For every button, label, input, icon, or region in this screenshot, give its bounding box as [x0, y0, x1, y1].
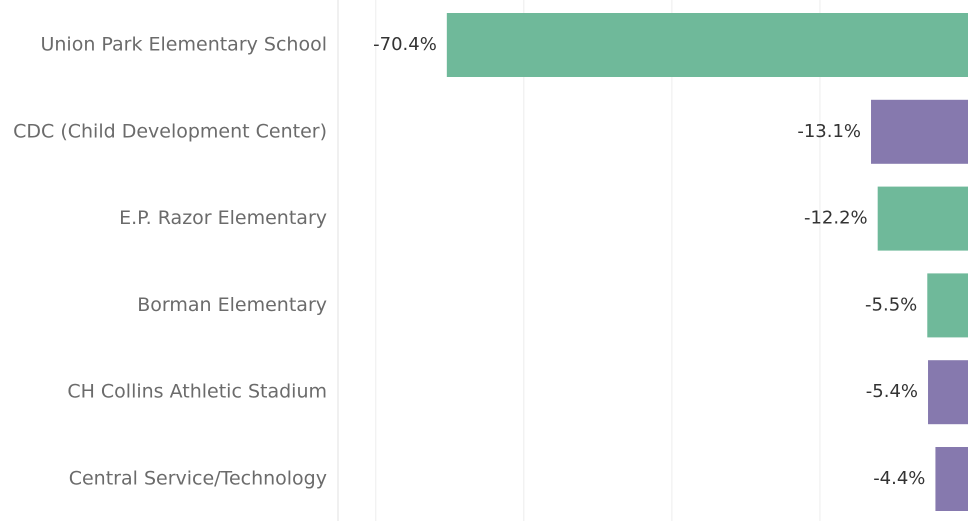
value-label: -4.4% — [873, 468, 925, 489]
category-label: Central Service/Technology — [69, 468, 327, 490]
value-label: -12.2% — [804, 208, 868, 229]
value-label: -13.1% — [797, 121, 861, 142]
value-label: -5.4% — [866, 381, 918, 402]
bar — [446, 13, 968, 77]
bar — [877, 186, 968, 251]
value-label: -70.4% — [373, 34, 437, 55]
category-label: E.P. Razor Elementary — [119, 207, 327, 229]
value-label: -5.5% — [865, 294, 917, 315]
category-label: Borman Elementary — [137, 294, 327, 316]
category-label: CH Collins Athletic Stadium — [67, 381, 327, 403]
category-label: CDC (Child Development Center) — [13, 120, 327, 142]
bar — [935, 447, 968, 511]
bar — [928, 360, 968, 425]
category-label: Union Park Elementary School — [40, 34, 327, 56]
bar — [927, 273, 968, 338]
bar — [871, 99, 968, 164]
